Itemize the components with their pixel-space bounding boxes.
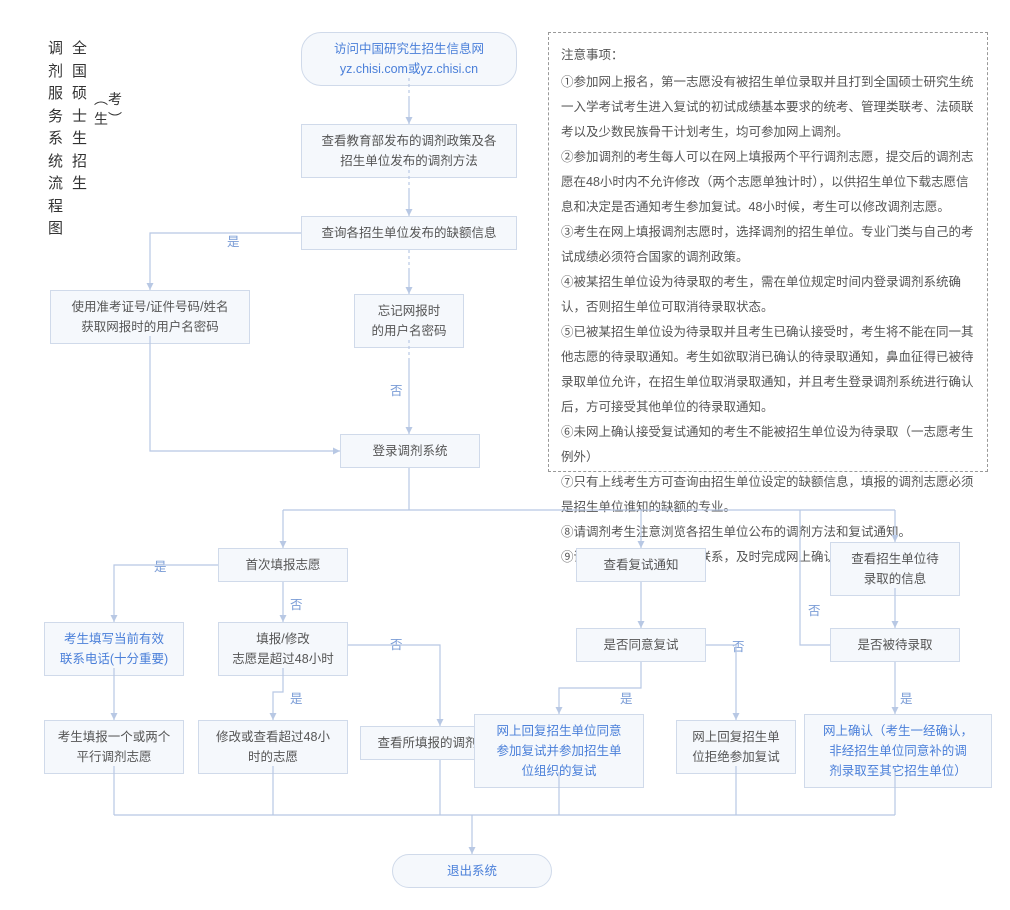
node-check-admission: 查看招生单位待录取的信息 [830, 542, 960, 596]
node-exit-system: 退出系统 [392, 854, 552, 888]
node-fill-phone: 考生填写当前有效联系电话(十分重要) [44, 622, 184, 676]
label-yes: 是 [620, 688, 633, 707]
label-no: 否 [732, 636, 745, 655]
node-is-preadmit: 是否被待录取 [830, 628, 960, 662]
label-no: 否 [290, 594, 303, 613]
title-main: 调剂服务系统流程图 [48, 38, 70, 241]
node-reply-agree: 网上回复招生单位同意参加复试并参加招生单位组织的复试 [474, 714, 644, 788]
notes-heading: 注意事项： [561, 43, 975, 68]
label-no: 否 [808, 600, 821, 619]
notes-item: ②参加调剂的考生每人可以在网上填报两个平行调剂志愿，提交后的调剂志愿在48小时内… [561, 145, 975, 220]
node-check-reexam: 查看复试通知 [576, 548, 706, 582]
notes-item: ①参加网上报名，第一志愿没有被招生单位录取并且打到全国硕士研究生统一入学考试考生… [561, 70, 975, 145]
label-yes: 是 [290, 688, 303, 707]
node-visit-site: 访问中国研究生招生信息网yz.chisi.com或yz.chisi.cn [301, 32, 517, 86]
node-agree-reexam: 是否同意复试 [576, 628, 706, 662]
node-forgot-password: 忘记网报时的用户名密码 [354, 294, 464, 348]
title-sub: 全国硕士生招生 [72, 38, 94, 196]
node-reply-refuse: 网上回复招生单位拒绝参加复试 [676, 720, 796, 774]
notes-item: ④被某招生单位设为待录取的考生，需在单位规定时间内登录调剂系统确认，否则招生单位… [561, 270, 975, 320]
notes-item: ⑦只有上线考生方可查询由招生单位设定的缺额信息，填报的调剂志愿必须是招生单位谁知… [561, 470, 975, 520]
label-no: 否 [390, 380, 403, 399]
node-first-apply: 首次填报志愿 [218, 548, 348, 582]
node-fill-parallel: 考生填报一个或两个平行调剂志愿 [44, 720, 184, 774]
notes-item: ③考生在网上填报调剂志愿时，选择调剂的招生单位。专业门类与自己的考试成绩必须符合… [561, 220, 975, 270]
node-modify-over-48h: 修改或查看超过48小时的志愿 [198, 720, 348, 774]
notes-item: ⑤已被某招生单位设为待录取并且考生已确认接受时，考生将不能在同一其他志愿的待录取… [561, 320, 975, 420]
title-paren: ︵考生︶ [94, 90, 112, 129]
node-query-vacancy: 查询各招生单位发布的缺额信息 [301, 216, 517, 250]
node-recover-password: 使用准考证号/证件号码/姓名获取网报时的用户名密码 [50, 290, 250, 344]
node-confirm-admission: 网上确认（考生一经确认，非经招生单位同意补的调剂录取至其它招生单位） [804, 714, 992, 788]
node-login-system: 登录调剂系统 [340, 434, 480, 468]
notes-item: ⑥未网上确认接受复试通知的考生不能被招生单位设为待录取（一志愿考生例外） [561, 420, 975, 470]
node-over-48h: 填报/修改志愿是超过48小时 [218, 622, 348, 676]
label-yes: 是 [154, 556, 167, 575]
label-no: 否 [390, 634, 403, 653]
label-yes: 是 [900, 688, 913, 707]
notes-box: 注意事项： ①参加网上报名，第一志愿没有被招生单位录取并且打到全国硕士研究生统一… [548, 32, 988, 472]
node-view-policy: 查看教育部发布的调剂政策及各招生单位发布的调剂方法 [301, 124, 517, 178]
label-yes: 是 [227, 231, 240, 250]
